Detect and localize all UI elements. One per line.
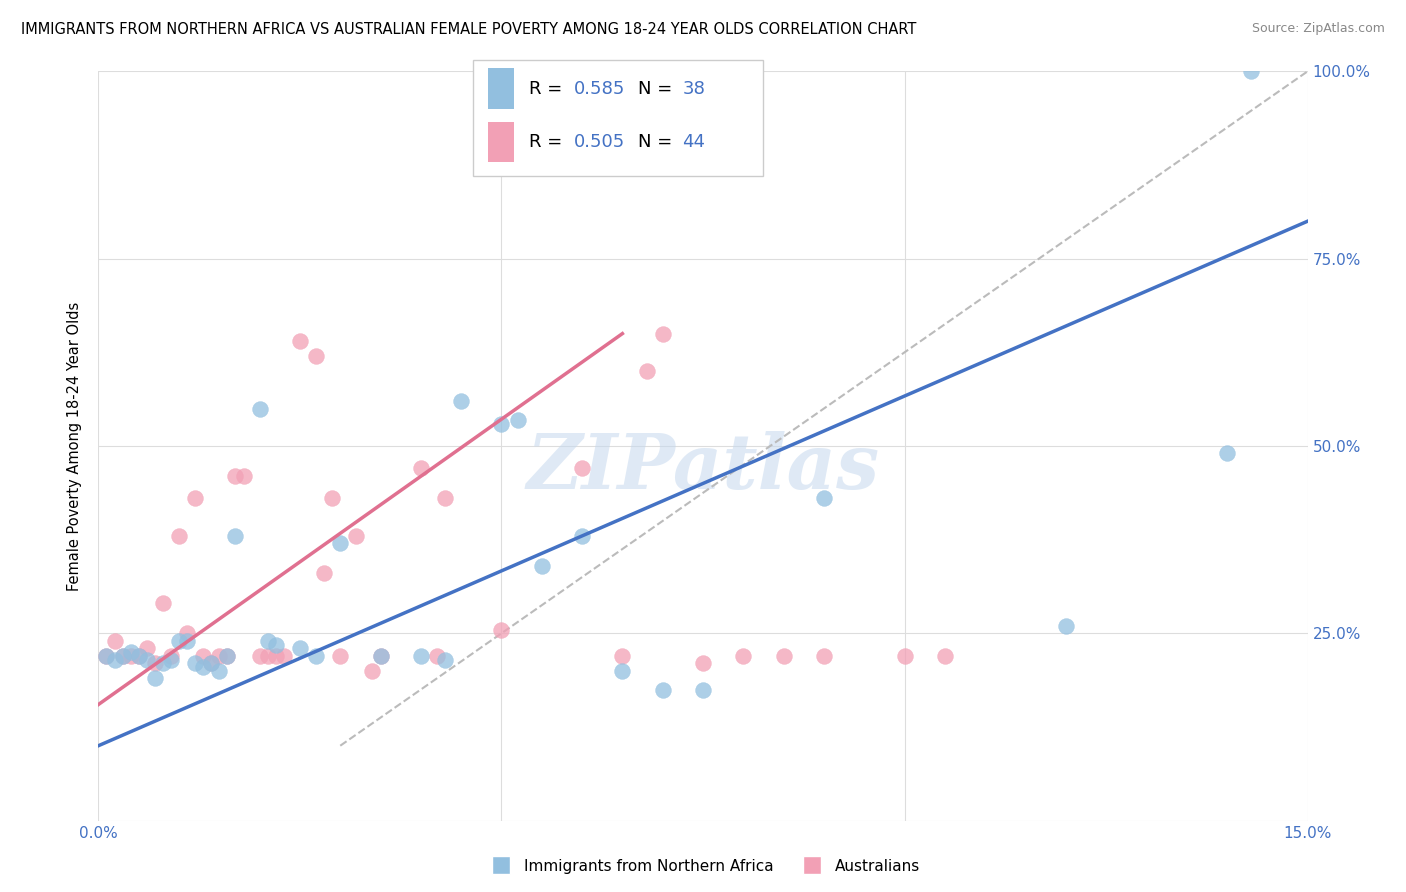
Point bbox=[651, 682, 673, 697]
Text: 38: 38 bbox=[682, 79, 706, 97]
Point bbox=[96, 648, 118, 663]
Y-axis label: Female Poverty Among 18-24 Year Olds: Female Poverty Among 18-24 Year Olds bbox=[67, 301, 83, 591]
Point bbox=[813, 491, 835, 506]
Point bbox=[813, 648, 835, 663]
Point bbox=[217, 648, 239, 663]
Point bbox=[152, 657, 174, 671]
Point bbox=[111, 648, 134, 663]
Point bbox=[135, 652, 157, 666]
Point bbox=[1240, 64, 1263, 78]
Point bbox=[128, 648, 150, 663]
Point bbox=[217, 648, 239, 663]
Point bbox=[1216, 446, 1239, 460]
Text: ZIPatlas: ZIPatlas bbox=[526, 432, 880, 506]
Point bbox=[434, 652, 457, 666]
Point bbox=[176, 633, 198, 648]
Point bbox=[256, 633, 278, 648]
Bar bbox=[474, 60, 763, 177]
Text: N =: N = bbox=[638, 79, 678, 97]
Point bbox=[208, 664, 231, 678]
Point bbox=[224, 529, 246, 543]
Point bbox=[571, 461, 593, 475]
Point bbox=[264, 638, 287, 652]
Point bbox=[111, 648, 134, 663]
Point bbox=[636, 364, 658, 378]
Point bbox=[361, 664, 384, 678]
Point bbox=[305, 349, 328, 363]
Point bbox=[370, 648, 392, 663]
Point bbox=[434, 491, 457, 506]
Point bbox=[692, 657, 714, 671]
Point bbox=[184, 657, 207, 671]
Point bbox=[160, 652, 183, 666]
Bar bbox=[488, 121, 515, 162]
Point bbox=[256, 648, 278, 663]
Point bbox=[934, 648, 956, 663]
Point bbox=[193, 648, 215, 663]
Text: 0.505: 0.505 bbox=[574, 133, 624, 151]
Point bbox=[103, 633, 125, 648]
Point bbox=[96, 648, 118, 663]
Point bbox=[409, 461, 432, 475]
Point bbox=[128, 648, 150, 663]
Point bbox=[344, 529, 367, 543]
Point bbox=[288, 334, 311, 348]
Point bbox=[1054, 619, 1077, 633]
Point bbox=[772, 648, 794, 663]
Point bbox=[143, 657, 166, 671]
Point bbox=[184, 491, 207, 506]
Point bbox=[224, 469, 246, 483]
Text: R =: R = bbox=[529, 79, 568, 97]
Point bbox=[426, 648, 449, 663]
Point bbox=[288, 641, 311, 656]
Point bbox=[370, 648, 392, 663]
Point bbox=[571, 529, 593, 543]
Text: R =: R = bbox=[529, 133, 568, 151]
Point bbox=[450, 394, 472, 409]
Point bbox=[232, 469, 254, 483]
Point bbox=[530, 558, 553, 573]
Point bbox=[264, 648, 287, 663]
Point bbox=[120, 645, 142, 659]
Point bbox=[249, 401, 271, 416]
Text: N =: N = bbox=[638, 133, 678, 151]
Point bbox=[329, 536, 352, 550]
Point bbox=[167, 529, 190, 543]
Point bbox=[200, 657, 222, 671]
Point bbox=[409, 648, 432, 663]
Point bbox=[135, 641, 157, 656]
Point bbox=[491, 623, 513, 637]
Point bbox=[651, 326, 673, 341]
Point bbox=[143, 671, 166, 685]
Point bbox=[120, 648, 142, 663]
Point bbox=[314, 566, 336, 581]
Point bbox=[305, 648, 328, 663]
Point bbox=[103, 652, 125, 666]
Point bbox=[612, 664, 634, 678]
Point bbox=[249, 648, 271, 663]
Point bbox=[329, 648, 352, 663]
Text: 0.585: 0.585 bbox=[574, 79, 626, 97]
Text: Source: ZipAtlas.com: Source: ZipAtlas.com bbox=[1251, 22, 1385, 36]
Text: IMMIGRANTS FROM NORTHERN AFRICA VS AUSTRALIAN FEMALE POVERTY AMONG 18-24 YEAR OL: IMMIGRANTS FROM NORTHERN AFRICA VS AUSTR… bbox=[21, 22, 917, 37]
Point bbox=[167, 633, 190, 648]
Point bbox=[160, 648, 183, 663]
Point bbox=[152, 596, 174, 610]
Point bbox=[491, 417, 513, 431]
Bar bbox=[488, 69, 515, 109]
Point bbox=[176, 626, 198, 640]
Point bbox=[193, 660, 215, 674]
Point bbox=[506, 413, 529, 427]
Point bbox=[321, 491, 343, 506]
Point bbox=[200, 657, 222, 671]
Point bbox=[208, 648, 231, 663]
Point bbox=[612, 648, 634, 663]
Point bbox=[692, 682, 714, 697]
Point bbox=[273, 648, 295, 663]
Point bbox=[733, 648, 755, 663]
Point bbox=[893, 648, 915, 663]
Legend: Immigrants from Northern Africa, Australians: Immigrants from Northern Africa, Austral… bbox=[479, 853, 927, 880]
Text: 44: 44 bbox=[682, 133, 706, 151]
